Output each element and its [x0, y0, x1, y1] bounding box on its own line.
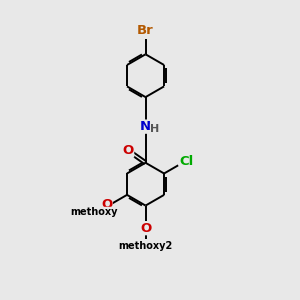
- Text: H: H: [150, 124, 160, 134]
- Text: methoxy: methoxy: [70, 207, 118, 217]
- Text: Cl: Cl: [179, 155, 194, 168]
- Text: O: O: [122, 144, 134, 157]
- Text: methoxy2: methoxy2: [118, 241, 173, 251]
- Text: N: N: [140, 120, 151, 133]
- Text: O: O: [101, 198, 112, 211]
- Text: O: O: [140, 222, 151, 235]
- Text: Br: Br: [137, 24, 154, 37]
